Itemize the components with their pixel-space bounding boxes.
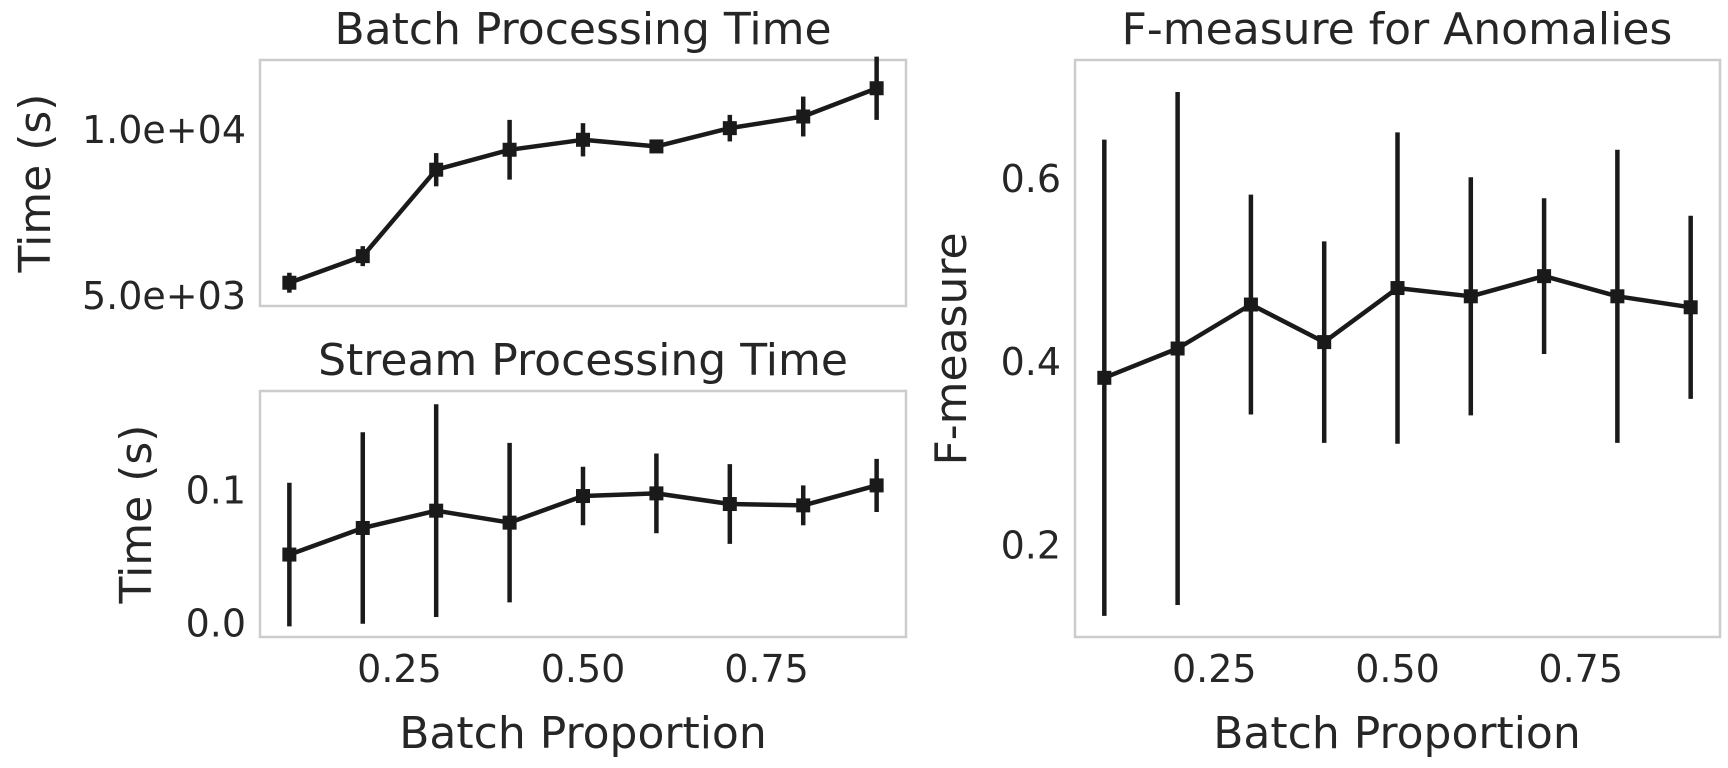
fmeasure-chart-title: F-measure for Anomalies bbox=[1122, 4, 1673, 55]
stream-x-tick-label: 0.75 bbox=[724, 647, 809, 691]
batch-data-point bbox=[649, 139, 664, 154]
batch-data-point bbox=[796, 109, 811, 124]
batch-data-point bbox=[576, 132, 590, 147]
fmeasure-data-point bbox=[1243, 297, 1258, 312]
batch-series-line bbox=[288, 86, 878, 285]
stream-chart: Stream Processing Time Time (s) Batch Pr… bbox=[111, 335, 908, 759]
fmeasure-data-point bbox=[1317, 335, 1332, 350]
fmeasure-x-tick-label: 0.50 bbox=[1355, 647, 1440, 691]
fmeasure-data-point bbox=[1170, 341, 1185, 356]
stream-data-point bbox=[429, 503, 444, 518]
stream-plot-frame bbox=[258, 389, 908, 639]
fmeasure-data-point bbox=[1097, 370, 1112, 385]
stream-data-point bbox=[722, 497, 737, 512]
fmeasure-y-axis-label: F-measure bbox=[926, 232, 977, 465]
batch-data-point bbox=[502, 142, 517, 157]
stream-data-point bbox=[869, 478, 884, 493]
stream-x-axis-label: Batch Proportion bbox=[399, 708, 767, 759]
fmeasure-data-point bbox=[1610, 289, 1625, 304]
batch-chart-title: Batch Processing Time bbox=[334, 4, 831, 55]
batch-chart: Batch Processing Time Time (s) 5.0e+03 1.… bbox=[10, 4, 908, 318]
stream-x-tick-label: 0.50 bbox=[541, 647, 626, 691]
stream-y-axis-label: Time (s) bbox=[111, 425, 162, 605]
batch-plot-frame bbox=[258, 58, 908, 308]
batch-data-point bbox=[722, 121, 737, 136]
stream-data-point bbox=[576, 489, 590, 504]
stream-chart-title: Stream Processing Time bbox=[318, 335, 848, 386]
batch-data-point bbox=[869, 81, 884, 96]
stream-y-tick-label: 0.1 bbox=[186, 469, 246, 513]
batch-y-axis-label: Time (s) bbox=[10, 94, 61, 274]
fmeasure-x-axis-label: Batch Proportion bbox=[1213, 708, 1581, 759]
batch-data-point bbox=[355, 249, 370, 264]
stream-data-point bbox=[649, 486, 664, 501]
fmeasure-y-tick-label: 0.6 bbox=[1001, 157, 1061, 201]
batch-data-point bbox=[282, 275, 297, 290]
batch-y-tick-label: 1.0e+04 bbox=[82, 108, 246, 152]
fmeasure-y-tick-label: 0.2 bbox=[1001, 523, 1061, 567]
stream-data-point bbox=[502, 515, 517, 530]
batch-data-point bbox=[429, 162, 444, 177]
stream-data-point bbox=[282, 547, 297, 562]
stream-data-point bbox=[796, 498, 811, 513]
fmeasure-plot-frame bbox=[1073, 58, 1722, 639]
fmeasure-data-point bbox=[1537, 269, 1552, 284]
stream-data-point bbox=[355, 520, 370, 535]
fmeasure-x-tick-label: 0.75 bbox=[1538, 647, 1623, 691]
stream-x-tick-label: 0.25 bbox=[357, 647, 442, 691]
stream-y-tick-label: 0.0 bbox=[186, 602, 246, 646]
fmeasure-data-point bbox=[1463, 289, 1478, 304]
fmeasure-x-tick-label: 0.25 bbox=[1172, 647, 1257, 691]
fmeasure-data-point bbox=[1390, 281, 1405, 296]
fmeasure-y-tick-label: 0.4 bbox=[1001, 340, 1061, 384]
fmeasure-data-point bbox=[1683, 300, 1698, 315]
fmeasure-chart: F-measure for Anomalies F-measure Batch … bbox=[926, 4, 1722, 759]
batch-y-tick-label: 5.0e+03 bbox=[82, 274, 246, 318]
